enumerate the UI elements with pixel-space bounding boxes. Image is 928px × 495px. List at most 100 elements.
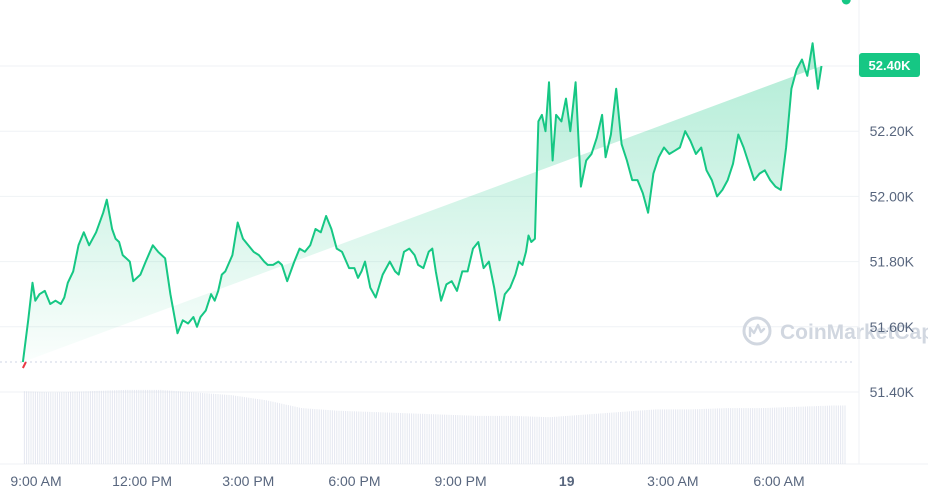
volume-bar <box>375 412 377 464</box>
volume-bar <box>615 412 617 464</box>
volume-bar <box>813 406 815 464</box>
volume-bar <box>305 408 307 464</box>
volume-bar <box>624 411 626 464</box>
volume-bar <box>116 390 118 464</box>
volume-bar <box>437 414 439 464</box>
volume-bar <box>133 389 135 464</box>
volume-bar <box>74 391 76 464</box>
volume-bar <box>587 414 589 464</box>
volume-bar <box>160 389 162 464</box>
volume-bar <box>565 416 567 464</box>
volume-bar <box>419 413 421 464</box>
volume-bar <box>261 399 263 464</box>
volume-bar <box>105 390 107 464</box>
volume-bar <box>76 391 78 464</box>
volume-bar <box>380 412 382 464</box>
volume-bar <box>688 409 690 464</box>
volume-bar <box>743 408 745 464</box>
volume-bar <box>173 390 175 464</box>
volume-bar <box>83 391 85 464</box>
volume-bar <box>664 409 666 464</box>
volume-bar <box>756 408 758 464</box>
volume-bar <box>582 414 584 464</box>
volume-bar <box>59 392 61 464</box>
volume-bar <box>507 415 509 464</box>
volume-bar <box>661 409 663 464</box>
volume-bar <box>318 409 320 464</box>
volume-bar <box>675 409 677 464</box>
volume-bar <box>807 406 809 464</box>
volume-bar <box>144 389 146 464</box>
volume-bar <box>642 410 644 464</box>
volume-bar <box>334 410 336 464</box>
volume-bar <box>309 408 311 464</box>
volume-bar <box>778 407 780 464</box>
volume-bar <box>151 389 153 464</box>
volume-bar <box>43 392 45 464</box>
x-tick-label: 12:00 PM <box>112 473 172 489</box>
volume-bar <box>274 402 276 464</box>
volume-bar <box>226 394 228 464</box>
volume-bar <box>424 413 426 464</box>
volume-bar <box>668 409 670 464</box>
current-price-label: 52.40K <box>869 58 912 73</box>
volume-bar <box>576 415 578 464</box>
volume-bar <box>140 389 142 464</box>
volume-bar <box>358 411 360 464</box>
volume-bar <box>246 397 248 464</box>
volume-bar <box>754 408 756 464</box>
y-tick-label: 52.20K <box>870 123 915 139</box>
volume-bar <box>259 399 261 464</box>
volume-bar <box>611 412 613 464</box>
volume-bar <box>171 390 173 464</box>
y-tick-label: 52.00K <box>870 188 915 204</box>
volume-bar <box>307 408 309 464</box>
volume-bar <box>833 405 835 464</box>
volume-bar <box>382 412 384 464</box>
volume-bar <box>699 409 701 464</box>
volume-bar <box>591 414 593 464</box>
volume-bar <box>444 414 446 464</box>
x-tick-label: 3:00 AM <box>647 473 698 489</box>
volume-bar <box>525 416 527 464</box>
volume-bar <box>446 414 448 464</box>
volume-bar <box>745 408 747 464</box>
volume-bar <box>551 417 553 464</box>
volume-bar <box>569 415 571 464</box>
volume-bar <box>428 414 430 464</box>
volume-bar <box>536 416 538 464</box>
volume-bar <box>56 392 58 464</box>
volume-bar <box>252 398 254 464</box>
volume-bar <box>230 395 232 464</box>
volume-bar <box>193 392 195 464</box>
volume-bar <box>703 408 705 464</box>
volume-bar <box>738 408 740 464</box>
volume-bar <box>457 415 459 464</box>
current-price-tag: 52.40K <box>859 53 920 77</box>
volume-bar <box>371 412 373 464</box>
volume-bar <box>496 415 498 464</box>
volume-bar <box>162 390 164 464</box>
volume-bar <box>389 412 391 464</box>
volume-bar <box>294 406 296 464</box>
volume-bar <box>767 407 769 464</box>
volume-bar <box>272 401 274 464</box>
volume-bar <box>763 408 765 464</box>
volume-bar <box>39 391 41 464</box>
volume-bar <box>265 400 267 464</box>
price-line <box>21 42 823 363</box>
volume-bar <box>228 394 230 464</box>
volume-bar <box>283 404 285 464</box>
volume-bar <box>686 409 688 464</box>
volume-bar <box>285 404 287 464</box>
volume-bar <box>52 392 54 464</box>
volume-bar <box>369 411 371 464</box>
volume-bar <box>488 415 490 464</box>
volume-bar <box>560 416 562 464</box>
volume-bar <box>239 396 241 464</box>
volume-bar <box>785 407 787 464</box>
volume-bar <box>562 416 564 464</box>
volume-bar <box>747 408 749 464</box>
volume-bar <box>67 392 69 464</box>
